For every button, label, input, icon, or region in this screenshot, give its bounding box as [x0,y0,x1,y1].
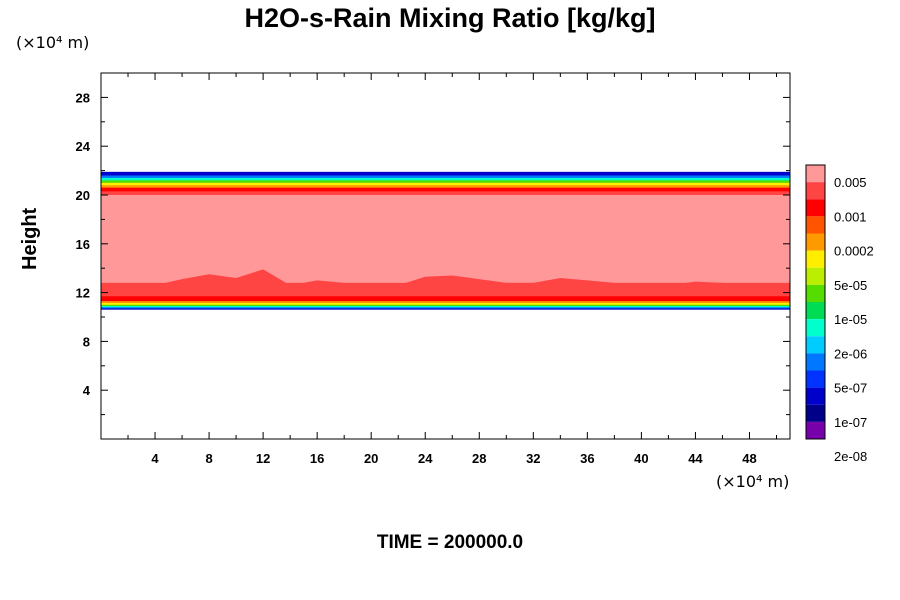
x-tick-label-5: 24 [418,451,433,466]
colorbar-label-1: 0.001 [834,209,867,224]
colorbar-label-7: 1e-07 [834,415,867,430]
colorbar-swatch-9 [806,319,825,337]
colorbar-swatch-15 [806,421,825,439]
colorbar: 0.005 0.001 0.0002 5e-05 1e-05 2e-06 5e-07 1e-0… [805,164,874,464]
colorbar-swatch-4 [806,233,825,251]
colorbar-swatch-13 [806,387,825,405]
colorbar-swatch-8 [806,302,825,320]
chart-title: H2O-s-Rain Mixing Ratio [kg/kg] [244,3,656,33]
x-tick-label-9: 40 [634,451,648,466]
y-unit-label: (×10⁴ m) [16,33,90,52]
y-tick-label-5: 24 [76,139,91,154]
y-tick-label-0: 4 [83,383,91,398]
colorbar-label-0: 0.005 [834,175,867,190]
time-footer: TIME = 200000.0 [376,532,524,553]
x-tick-label-2: 12 [256,451,270,466]
colorbar-label-5: 2e-06 [834,346,867,361]
x-tick-label-8: 36 [580,451,594,466]
x-tick-label-0: 4 [151,451,159,466]
colorbar-swatch-7 [806,284,825,302]
plot-frame [100,72,791,440]
colorbar-swatch-12 [806,370,825,388]
colorbar-label-6: 5e-07 [834,381,867,396]
y-tick-label-4: 20 [76,188,90,203]
colorbar-swatch-6 [806,267,825,285]
x-tick-label-7: 32 [526,451,540,466]
y-axis: 4 8 12 16 20 24 28 [76,90,790,416]
x-tick-label-1: 8 [205,451,212,466]
x-unit-label: (×10⁴ m) [716,472,790,491]
y-tick-label-6: 28 [76,90,90,105]
colorbar-swatch-2 [806,199,825,217]
colorbar-swatch-3 [806,216,825,234]
colorbar-swatch-14 [806,404,825,422]
x-tick-label-10: 44 [688,451,703,466]
y-tick-label-1: 8 [83,334,90,349]
x-tick-label-6: 28 [472,451,486,466]
field-layer [101,171,790,310]
y-tick-label-3: 16 [76,237,90,252]
colorbar-label-3: 5e-05 [834,278,867,293]
colorbar-label-2: 0.0002 [834,244,874,259]
x-tick-label-3: 16 [310,451,324,466]
colorbar-swatch-11 [806,353,825,371]
colorbar-swatch-5 [806,250,825,268]
y-tick-label-2: 12 [76,286,90,301]
colorbar-label-4: 1e-05 [834,312,867,327]
colorbar-swatch-1 [806,182,825,200]
colorbar-swatch-0 [806,165,825,183]
x-axis: 4 8 12 16 20 24 28 32 36 40 44 48 [127,73,777,466]
x-tick-label-11: 48 [742,451,756,466]
lower-red-blob [101,269,790,289]
colorbar-label-8: 2e-08 [834,449,867,464]
band-8 [101,195,790,283]
x-tick-label-4: 20 [364,451,378,466]
colorbar-frame [805,164,826,440]
colorbar-swatch-10 [806,336,825,354]
